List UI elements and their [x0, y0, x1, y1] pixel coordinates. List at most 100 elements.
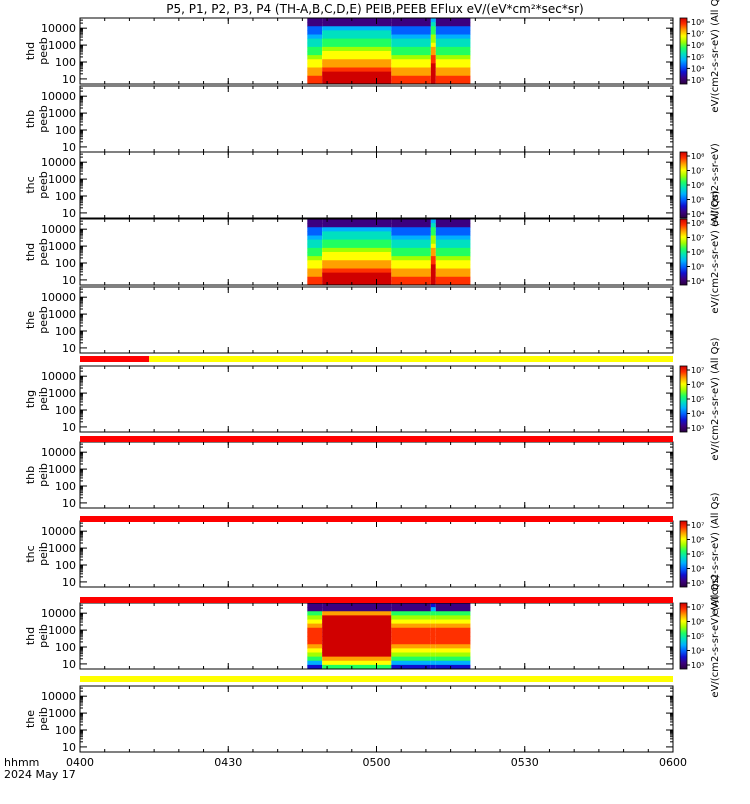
spectrogram-cell — [322, 656, 392, 662]
spectrogram-cell — [430, 615, 436, 620]
colorbar-tick-label: 10⁴ — [691, 647, 704, 656]
spectrogram-cell — [322, 79, 392, 85]
y-tick-label: 10000 — [41, 607, 76, 620]
colorbar-tick-label: 10⁸ — [691, 18, 704, 27]
spectrogram-cell — [435, 660, 471, 666]
spectrogram-cell — [391, 223, 431, 228]
spectrogram-cell — [391, 627, 431, 633]
y-tick-label: 10 — [62, 658, 76, 671]
y-tick-label: 10 — [62, 141, 76, 154]
colorbar-strip — [679, 17, 688, 85]
y-tick-label: 10000 — [41, 291, 76, 304]
colorbar-tick-label: 10⁶ — [691, 536, 704, 545]
spectrogram-cell — [322, 627, 392, 633]
panel-label-bottom: peeb — [37, 306, 50, 334]
y-tick-label: 100 — [55, 190, 76, 203]
spectrogram-cell — [322, 648, 392, 653]
spectrogram-cell — [391, 636, 431, 641]
spectrogram-cell — [430, 51, 436, 56]
colorbar-label: eV/(cm2-s-sr-eV) (All Qs) — [710, 337, 721, 460]
panel-8: 10 100 1000 10000 thc peib — [24, 520, 674, 589]
spectrogram-cell — [322, 268, 392, 274]
spectrogram-cell — [307, 280, 323, 286]
spectrogram-cell — [307, 264, 323, 269]
colorbar-tick-label: 10⁶ — [691, 618, 704, 627]
panel-label-bottom: peib — [37, 542, 50, 566]
spectrogram-cell — [322, 71, 392, 77]
y-tick-label: 10000 — [41, 156, 76, 169]
spectrogram-cell — [322, 256, 392, 261]
x-tick-label: 0530 — [511, 756, 539, 769]
panel-label-bottom: peib — [37, 463, 50, 487]
spectrogram-cell — [430, 34, 436, 40]
y-tick-label: 100 — [55, 404, 76, 417]
spectrogram-cell — [307, 34, 323, 40]
spectrogram-cell — [435, 219, 471, 224]
spectrogram-cell — [322, 243, 392, 249]
spectrogram-cell — [435, 664, 471, 670]
colorbar-tick-label: 10⁵ — [691, 550, 704, 559]
spectrogram-cell — [435, 607, 471, 612]
spectrogram-cell — [435, 38, 471, 44]
x-tick-label: 0400 — [66, 756, 94, 769]
spectrogram-cell — [435, 18, 471, 23]
spectrogram-cell — [307, 656, 323, 662]
spectrogram-cell — [435, 619, 471, 625]
colorbar-tick-label: 10⁵ — [691, 632, 704, 641]
x-tick-label: 0430 — [214, 756, 242, 769]
spectrogram-cell — [435, 55, 471, 60]
y-tick-label: 10000 — [41, 525, 76, 538]
spectrogram-cell — [430, 18, 436, 23]
colorbar-tick-label: 10³ — [691, 661, 704, 670]
spectrogram-cell — [391, 227, 431, 232]
spectrogram-cell — [391, 264, 431, 269]
quality-bar-segment — [80, 516, 673, 522]
spectrogram-cell — [307, 55, 323, 60]
colorbar-tick-label: 10³ — [691, 579, 704, 588]
y-tick-label: 100 — [55, 641, 76, 654]
time-axis: 0400 0430 0500 0530 0600 — [66, 756, 687, 769]
spectrogram-cell — [322, 260, 392, 265]
colorbar-tick-label: 10⁷ — [691, 366, 704, 375]
panel-frame — [79, 685, 674, 753]
spectrogram-cell — [307, 252, 323, 257]
spectrogram-cell — [435, 46, 471, 52]
spectrogram-cell — [322, 611, 392, 616]
spectrogram-cell — [391, 660, 431, 666]
spectrogram-cell — [322, 644, 392, 649]
spectrogram-cell — [391, 22, 431, 27]
y-tick-label: 1000 — [48, 39, 76, 52]
spectrogram-cell — [307, 652, 323, 658]
colorbar-tick-label: 10⁴ — [691, 64, 704, 73]
spectrogram-cell — [391, 55, 431, 60]
spectrogram-cell — [322, 26, 392, 31]
panel-9: 10 100 1000 10000 thd peib — [24, 602, 674, 671]
spectrogram-cell — [391, 67, 431, 73]
spectrogram-cell — [430, 223, 436, 228]
y-tick-label: 10000 — [41, 90, 76, 103]
spectrogram-cell — [307, 615, 323, 620]
spectrogram-cell — [391, 26, 431, 31]
spectrogram-cell — [435, 51, 471, 56]
spectrogram-cell — [307, 260, 323, 265]
colorbar-tick-label: 10³ — [691, 424, 704, 433]
spectrogram-cell — [391, 219, 431, 224]
spectrogram-cell — [322, 46, 392, 52]
panel-label-bottom: peib — [37, 387, 50, 411]
y-tick-label: 100 — [55, 724, 76, 737]
colorbar-6: 10³ 10⁴ 10⁵ 10⁶ 10⁷ eV/(cm2-s-sr-eV) (All Qs) — [679, 337, 721, 461]
y-tick-label: 10 — [62, 497, 76, 510]
spectrogram-cell — [430, 660, 436, 666]
spectrogram-cell — [435, 22, 471, 27]
spectrogram-cell — [430, 243, 436, 249]
spectrogram-cell — [307, 272, 323, 278]
spectrogram-cell — [435, 71, 471, 77]
spectrogram-cell — [430, 640, 436, 645]
spectrogram-cell — [430, 67, 436, 73]
quality-bar-segment — [80, 597, 673, 603]
spectrogram-cell — [391, 611, 431, 616]
spectrogram-cell — [391, 46, 431, 52]
spectrogram-cell — [307, 219, 323, 224]
spectrogram-cell — [430, 276, 436, 282]
